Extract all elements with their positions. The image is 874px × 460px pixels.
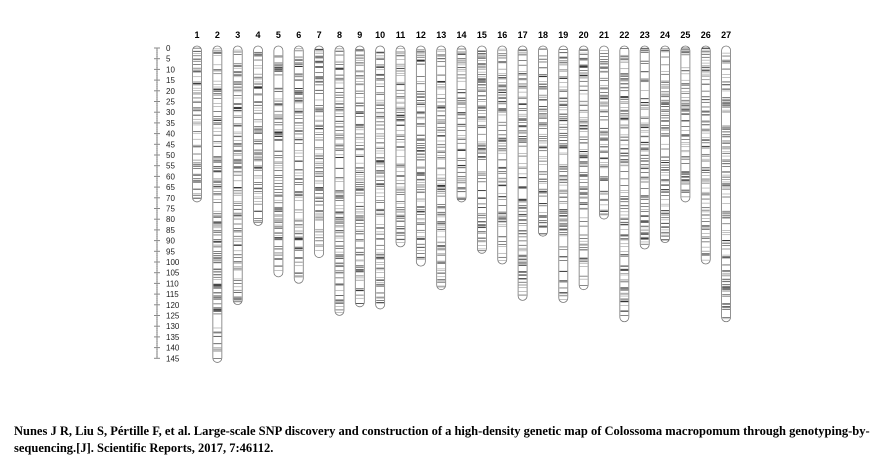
scale-tick-label: 30 (166, 108, 175, 117)
linkage-group-label: 23 (640, 30, 650, 40)
linkage-group-label: 21 (599, 30, 609, 40)
linkage-group-label: 12 (416, 30, 426, 40)
linkage-group-bar (334, 45, 345, 316)
scale-tick-label: 130 (166, 322, 180, 331)
linkage-group-label: 18 (538, 30, 548, 40)
linkage-group-bar (293, 45, 304, 284)
scale-tick-label: 0 (166, 44, 171, 53)
linkage-group-bar (639, 45, 650, 250)
linkage-group-label: 10 (375, 30, 385, 40)
linkage-group-bar (497, 45, 508, 265)
scale-tick-label: 15 (166, 76, 175, 85)
scale-tick-label: 45 (166, 140, 175, 149)
scale-tick-label: 140 (166, 344, 180, 353)
linkage-group-label: 14 (457, 30, 467, 40)
citation-caption: Nunes J R, Liu S, Pértille F, et al. Lar… (14, 424, 870, 455)
linkage-group-label: 3 (235, 30, 240, 40)
scale-tick-label: 100 (166, 258, 180, 267)
scale-tick-label: 40 (166, 130, 175, 139)
scale-tick-label: 95 (166, 247, 175, 256)
linkage-group-label: 19 (558, 30, 568, 40)
linkage-group-label: 16 (497, 30, 507, 40)
linkage-group-label: 24 (660, 30, 670, 40)
scale-tick-label: 20 (166, 87, 175, 96)
scale-tick-label: 10 (166, 65, 175, 74)
scale-tick-label: 115 (166, 290, 179, 299)
scale-tick-label: 65 (166, 183, 175, 192)
linkage-group-label: 4 (256, 30, 261, 40)
linkage-group-label: 22 (619, 30, 629, 40)
scale-tick-label: 85 (166, 226, 175, 235)
linkage-group-label: 13 (436, 30, 446, 40)
scale-tick-label: 70 (166, 194, 175, 203)
scale-tick-label: 120 (166, 301, 180, 310)
linkage-group-label: 8 (337, 30, 342, 40)
linkage-group-bar (212, 45, 223, 363)
scale-tick-label: 105 (166, 269, 180, 278)
linkage-group-label: 15 (477, 30, 487, 40)
linkage-group-bar (619, 45, 630, 323)
scale-tick-label: 50 (166, 151, 175, 160)
linkage-group-bar (700, 45, 711, 265)
linkage-group-label: 11 (396, 30, 406, 40)
linkage-group-label: 20 (579, 30, 589, 40)
scale-tick-label: 145 (166, 354, 180, 363)
scale-tick-label: 80 (166, 215, 175, 224)
linkage-group-bar (476, 45, 487, 254)
linkage-group-bar (578, 45, 589, 291)
linkage-group-label: 1 (194, 30, 199, 40)
linkage-group-label: 5 (276, 30, 281, 40)
scale-tick-label: 125 (166, 312, 180, 321)
linkage-group-label: 25 (680, 30, 690, 40)
linkage-map: 0510152025303540455055606570758085909510… (154, 30, 731, 363)
scale-tick-label: 25 (166, 98, 175, 107)
scale-tick-label: 35 (166, 119, 175, 128)
linkage-group-label: 7 (317, 30, 322, 40)
scale-tick-label: 75 (166, 205, 175, 214)
scale-tick-label: 110 (166, 279, 179, 288)
scale-tick-label: 60 (166, 172, 175, 181)
linkage-group-label: 17 (518, 30, 528, 40)
scale-tick-label: 5 (166, 55, 171, 64)
scale-tick-label: 55 (166, 162, 175, 171)
linkage-group-bar (273, 45, 284, 278)
linkage-group-label: 9 (357, 30, 362, 40)
scale-tick-label: 135 (166, 333, 180, 342)
linkage-group-bar (375, 45, 386, 310)
scale-tick-label: 90 (166, 237, 175, 246)
linkage-group-bar (415, 45, 426, 267)
linkage-group-bar (558, 45, 569, 303)
linkage-group-label: 26 (701, 30, 711, 40)
linkage-group-label: 27 (721, 30, 731, 40)
linkage-group-bar (253, 45, 263, 226)
linkage-group-bar (680, 45, 691, 203)
linkage-group-label: 6 (296, 30, 301, 40)
linkage-group-label: 2 (215, 30, 220, 40)
